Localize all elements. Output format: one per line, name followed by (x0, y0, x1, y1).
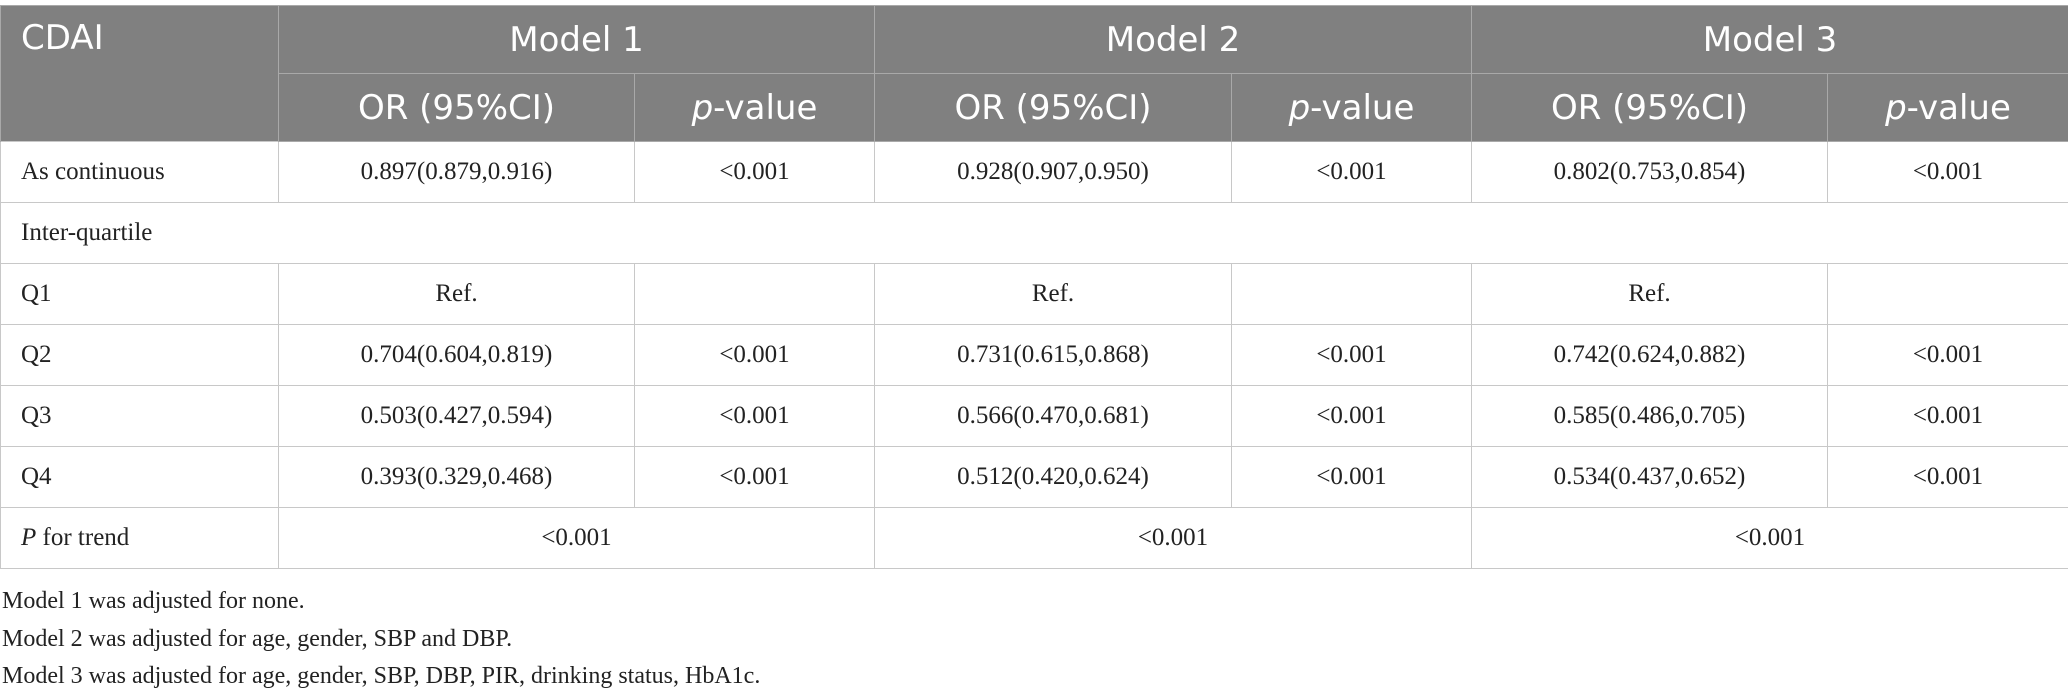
italic-text: p (1885, 87, 1907, 128)
table-row: Q1 Ref. Ref. Ref. (0, 263, 2068, 325)
stub-header: CDAI (0, 5, 279, 142)
cell: 0.742(0.624,0.882) (1471, 324, 1828, 386)
cell: 0.534(0.437,0.652) (1471, 446, 1828, 508)
cell: <0.001 (1231, 385, 1472, 447)
subheader: p-value (1231, 73, 1472, 142)
text: -value (1906, 87, 2011, 128)
footnotes: Model 1 was adjusted for none. Model 2 wa… (2, 583, 760, 696)
cell: 0.731(0.615,0.868) (874, 324, 1232, 386)
cell: <0.001 (1827, 141, 2068, 203)
cell: Ref. (874, 263, 1232, 325)
table-row: Inter-quartile (0, 202, 2068, 264)
cell (634, 263, 875, 325)
subheader: OR (95%CI) (874, 73, 1232, 142)
cell: 0.566(0.470,0.681) (874, 385, 1232, 447)
cell: <0.001 (1827, 324, 2068, 386)
cell: 0.503(0.427,0.594) (278, 385, 635, 447)
cell: <0.001 (874, 507, 1472, 569)
header-row: CDAI Model 1 Model 2 Model 3 (0, 5, 2068, 142)
table-row: Q3 0.503(0.427,0.594) <0.001 0.566(0.470,0.… (0, 385, 2068, 447)
cell: <0.001 (1471, 507, 2068, 569)
italic-text: p (1288, 87, 1311, 128)
subheader: OR (95%CI) (1471, 73, 1828, 142)
table-row: As continuous 0.897(0.879,0.916) <0.001 0.9… (0, 141, 2068, 203)
cell: 0.393(0.329,0.468) (278, 446, 635, 508)
cell: 0.512(0.420,0.624) (874, 446, 1232, 508)
cell: 0.585(0.486,0.705) (1471, 385, 1828, 447)
cell: <0.001 (1231, 324, 1472, 386)
italic-text: p (691, 87, 714, 128)
row-label: Q4 (0, 446, 279, 508)
cell: Ref. (278, 263, 635, 325)
table-row: P for trend <0.001 <0.001 <0.001 (0, 507, 2068, 569)
cell: 0.897(0.879,0.916) (278, 141, 635, 203)
cell: <0.001 (1827, 385, 2068, 447)
row-label: Q1 (0, 263, 279, 325)
table-header: CDAI Model 1 Model 2 Model 3 OR (95%CI) p-val… (0, 5, 2068, 142)
row-label: As continuous (0, 141, 279, 203)
model-header: Model 2 (874, 5, 1472, 74)
cell: <0.001 (1827, 446, 2068, 508)
results-table: CDAI Model 1 Model 2 Model 3 OR (95%CI) p-val… (0, 5, 2068, 569)
cell (1827, 263, 2068, 325)
subheader: p-value (634, 73, 875, 142)
cell: Ref. (1471, 263, 1828, 325)
cell: 0.928(0.907,0.950) (874, 141, 1232, 203)
model-header: Model 1 (278, 5, 875, 74)
subheader: OR (95%CI) (278, 73, 635, 142)
text: -value (1310, 87, 1415, 128)
row-label: Q3 (0, 385, 279, 447)
table-row: Q4 0.393(0.329,0.468) <0.001 0.512(0.420,0.… (0, 446, 2068, 508)
footnote: Model 1 was adjusted for none. (2, 588, 305, 614)
cell: <0.001 (634, 446, 875, 508)
table-row: Q2 0.704(0.604,0.819) <0.001 0.731(0.615,0.… (0, 324, 2068, 386)
model-header: Model 3 (1471, 5, 2068, 74)
subheader: p-value (1827, 73, 2068, 142)
cell: <0.001 (1231, 446, 1472, 508)
cell (1231, 263, 1472, 325)
table-body: As continuous 0.897(0.879,0.916) <0.001 0.9… (0, 141, 2068, 569)
cell: 0.704(0.604,0.819) (278, 324, 635, 386)
cell: 0.802(0.753,0.854) (1471, 141, 1828, 203)
cell: <0.001 (1231, 141, 1472, 203)
row-label: Q2 (0, 324, 279, 386)
text: for trend (36, 524, 130, 551)
section-label: Inter-quartile (0, 202, 2068, 264)
text: -value (713, 87, 818, 128)
cell: <0.001 (278, 507, 875, 569)
footnote: Model 3 was adjusted for age, gender, SB… (2, 663, 761, 689)
cell: <0.001 (634, 141, 875, 203)
cell: <0.001 (634, 385, 875, 447)
row-label: P for trend (0, 507, 279, 569)
footnote: Model 2 was adjusted for age, gender, SB… (2, 625, 513, 652)
cell: <0.001 (634, 324, 875, 386)
subheader-row: OR (95%CI) p-value OR (95%CI) p-value OR (95… (1, 73, 2068, 142)
italic-text: P (21, 524, 37, 551)
